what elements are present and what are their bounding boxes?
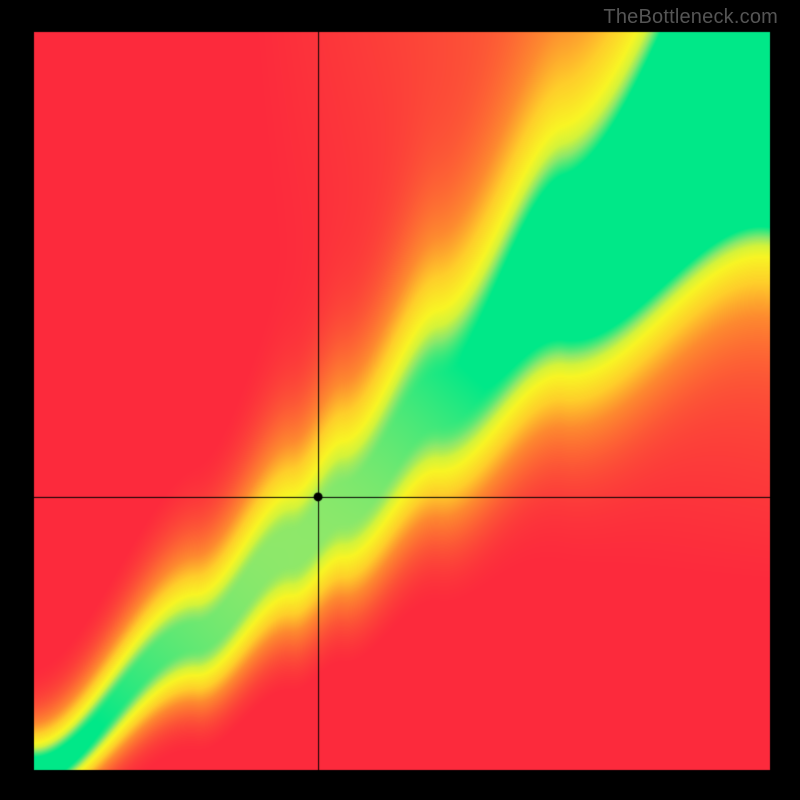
chart-container: TheBottleneck.com (0, 0, 800, 800)
heatmap-canvas (0, 0, 800, 800)
watermark-text: TheBottleneck.com (603, 6, 778, 29)
